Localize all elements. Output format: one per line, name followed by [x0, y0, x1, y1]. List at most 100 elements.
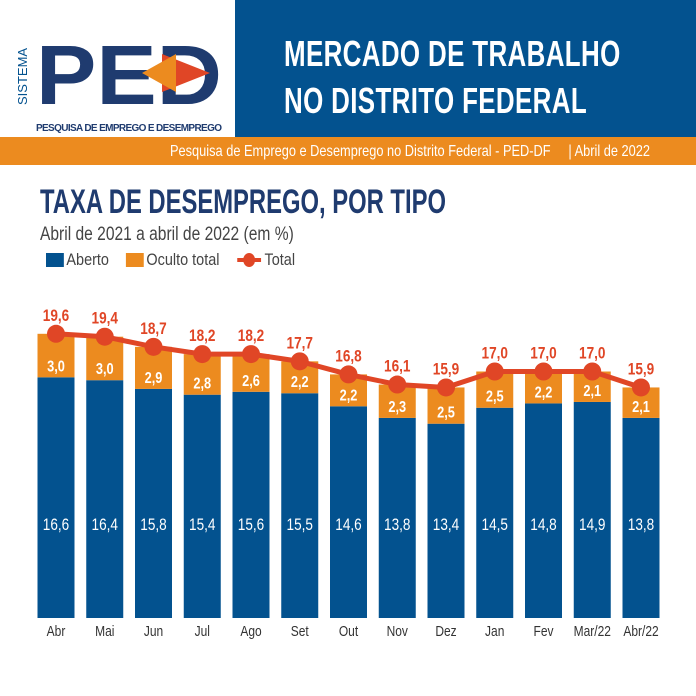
label-aberto: 16,6 — [43, 516, 69, 535]
point-total — [437, 378, 455, 397]
label-oculto: 2,5 — [486, 388, 504, 406]
label-aberto: 14,5 — [482, 516, 508, 535]
label-aberto: 16,4 — [92, 516, 119, 535]
x-tick-label: Jul — [195, 623, 210, 640]
x-tick-label: Jan — [485, 623, 504, 640]
x-tick-label: Abr — [47, 623, 66, 640]
logo-triangle-orange — [142, 54, 176, 92]
point-total — [290, 352, 309, 371]
x-tick-label: Mai — [95, 623, 114, 640]
legend-aberto: Aberto — [46, 250, 109, 270]
x-tick-label: Out — [339, 623, 359, 640]
point-total — [193, 345, 212, 364]
label-total: 15,9 — [628, 360, 654, 379]
logo-caption: PESQUISA DE EMPREGO E DESEMPREGO — [36, 123, 222, 134]
subheader-band — [0, 137, 696, 165]
legend-oculto: Oculto total — [125, 250, 220, 270]
point-total — [632, 378, 650, 397]
point-total — [583, 362, 602, 381]
label-total: 19,4 — [92, 309, 119, 328]
point-total — [388, 375, 407, 394]
point-total — [47, 324, 65, 343]
label-total: 17,7 — [287, 334, 313, 353]
label-oculto: 2,1 — [583, 383, 601, 401]
legend-swatch-aberto — [46, 253, 64, 267]
label-aberto: 13,4 — [433, 516, 460, 535]
bar-aberto — [86, 380, 124, 618]
bar-aberto — [37, 377, 75, 618]
label-oculto: 2,8 — [193, 375, 211, 393]
label-oculto: 2,3 — [388, 399, 406, 417]
bar-aberto — [232, 391, 270, 618]
bar-aberto — [622, 417, 660, 618]
logo-side-text: SISTEMA — [15, 48, 30, 105]
label-aberto: 14,9 — [579, 516, 605, 535]
x-tick-label: Set — [291, 623, 309, 640]
bar-aberto — [330, 406, 367, 618]
point-total — [95, 327, 114, 346]
x-tick-label: Fev — [533, 623, 553, 640]
header-title-line1: MERCADO DE TRABALHO — [284, 33, 621, 74]
x-tick-label: Abr/22 — [623, 623, 658, 640]
header-title: MERCADO DE TRABALHO NO DISTRITO FEDERAL — [284, 30, 621, 124]
legend: Aberto Oculto total Total — [46, 250, 295, 270]
legend-total: Total — [236, 250, 295, 270]
label-total: 17,0 — [579, 344, 605, 363]
label-oculto: 2,2 — [535, 384, 553, 402]
header-banner — [235, 0, 696, 137]
legend-swatch-oculto — [125, 253, 144, 267]
chart-title: TAXA DE DESEMPREGO, POR TIPO — [40, 183, 446, 221]
label-aberto: 15,6 — [238, 516, 264, 535]
label-total: 16,1 — [384, 357, 411, 376]
bar-aberto — [427, 423, 465, 618]
label-total: 18,2 — [238, 327, 264, 346]
legend-label-oculto: Oculto total — [146, 250, 220, 269]
bar-aberto — [378, 417, 416, 618]
bar-aberto — [476, 407, 514, 618]
label-total: 17,0 — [482, 344, 508, 363]
legend-marker-total — [237, 253, 262, 267]
bar-aberto — [135, 388, 172, 618]
label-oculto: 3,0 — [47, 358, 65, 376]
label-oculto: 2,5 — [437, 404, 455, 422]
label-oculto: 2,2 — [340, 387, 358, 405]
label-aberto: 15,5 — [287, 516, 313, 535]
label-aberto: 13,8 — [628, 516, 654, 535]
label-aberto: 14,8 — [530, 516, 556, 535]
label-aberto: 14,6 — [335, 516, 361, 535]
label-total: 16,8 — [335, 347, 362, 366]
bar-aberto — [525, 403, 562, 618]
label-total: 18,7 — [140, 319, 166, 338]
legend-label-aberto: Aberto — [66, 250, 109, 269]
label-oculto: 2,6 — [242, 373, 260, 391]
x-tick-label: Nov — [387, 623, 409, 640]
label-oculto: 2,1 — [632, 399, 650, 417]
survey-name: Pesquisa de Emprego e Desemprego no Dist… — [169, 143, 551, 160]
label-total: 17,0 — [530, 344, 556, 363]
label-oculto: 2,9 — [145, 370, 163, 388]
label-aberto: 15,8 — [140, 516, 166, 535]
x-tick-label: Jun — [144, 623, 163, 640]
legend-label-total: Total — [264, 250, 296, 269]
x-tick-label: Dez — [435, 623, 457, 640]
x-tick-label: Mar/22 — [574, 623, 611, 640]
label-oculto: 3,0 — [96, 361, 114, 379]
label-total: 19,6 — [43, 306, 69, 325]
chart-subtitle: Abril de 2021 a abril de 2022 (em %) — [40, 224, 294, 245]
header-title-line2: NO DISTRITO FEDERAL — [284, 80, 588, 121]
report-date: | Abril de 2022 — [568, 143, 650, 160]
point-total — [144, 337, 163, 356]
subheader-text: Pesquisa de Emprego e Desemprego no Dist… — [170, 143, 650, 161]
label-aberto: 13,8 — [384, 516, 410, 535]
label-aberto: 15,4 — [189, 516, 216, 535]
bar-aberto — [183, 394, 221, 618]
bar-aberto — [281, 393, 319, 618]
x-tick-label: Ago — [240, 623, 261, 640]
label-total: 18,2 — [189, 327, 215, 346]
point-total — [242, 345, 260, 364]
point-total — [534, 362, 553, 381]
point-total — [485, 362, 504, 381]
header-logo-area: SISTEMA PESQUISA DE EMPREGO E DESEMPREGO… — [0, 0, 235, 137]
ped-logo: SISTEMA PESQUISA DE EMPREGO E DESEMPREGO… — [15, 28, 222, 134]
